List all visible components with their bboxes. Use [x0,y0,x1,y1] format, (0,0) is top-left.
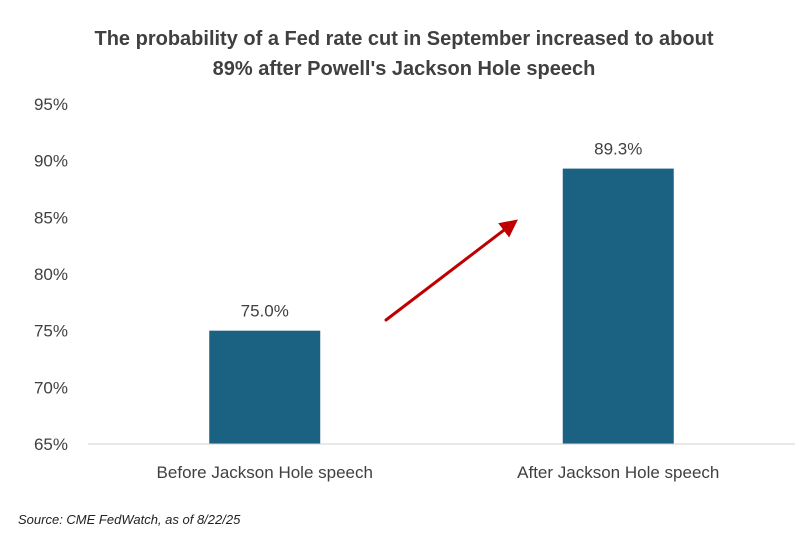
bar-data-label: 75.0% [241,302,289,321]
chart-area: The probability of a Fed rate cut in Sep… [0,24,808,482]
chart-title: The probability of a Fed rate cut in Sep… [0,24,808,84]
y-tick-label: 80% [34,265,68,284]
bar [562,168,674,444]
y-tick-label: 65% [34,435,68,454]
y-tick-label: 85% [34,208,68,227]
y-tick-label: 70% [34,378,68,397]
bar-data-label: 89.3% [594,140,642,159]
category-label: After Jackson Hole speech [517,463,719,482]
chart-title-line-2: 89% after Powell's Jackson Hole speech [212,58,596,80]
source-note: Source: CME FedWatch, as of 8/22/25 [18,512,241,527]
y-tick-label: 90% [34,152,68,171]
chart-title-line-1: The probability of a Fed rate cut in Sep… [94,28,714,50]
category-label: Before Jackson Hole speech [157,463,373,482]
y-tick-label: 75% [34,322,68,341]
bar [209,330,321,444]
y-tick-label: 95% [34,95,68,114]
bar-chart: 65% 70% 75% 80% 85% 90% 95% 75.0% 89.3% Before … [34,95,795,482]
trend-arrow [384,219,518,322]
